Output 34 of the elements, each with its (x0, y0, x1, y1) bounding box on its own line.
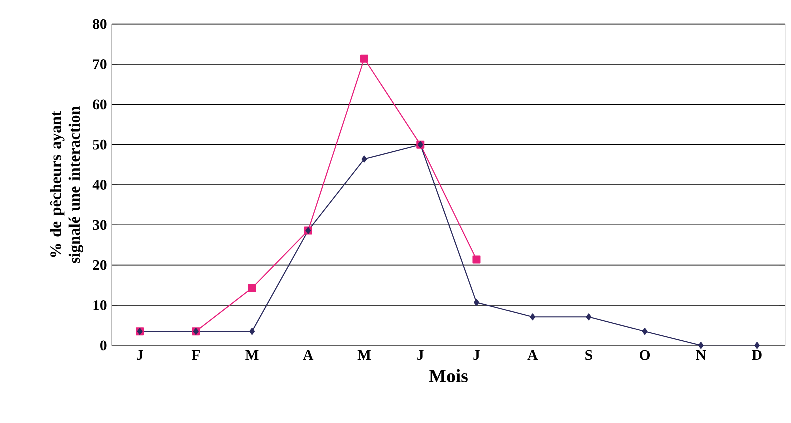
y-tick-label: 0 (100, 340, 107, 351)
x-tick-label: S (586, 350, 592, 360)
point (474, 299, 480, 306)
point (754, 342, 760, 350)
point (530, 314, 536, 321)
x-tick-label: M (246, 350, 259, 360)
y-tick-label: 50 (93, 140, 107, 150)
x-tick-label: N (696, 350, 706, 360)
point (586, 314, 592, 321)
y-tick-label: 70 (93, 60, 107, 70)
point (360, 54, 369, 63)
x-tick-label: J (474, 350, 480, 360)
point (250, 328, 256, 336)
y-tick-label: 40 (92, 180, 107, 190)
y-tick-label: 60 (93, 100, 107, 110)
x-axis-title: Mois (429, 369, 468, 383)
x-tick-label: J (418, 350, 424, 360)
point (642, 328, 648, 336)
x-tick-label: D (752, 350, 762, 360)
point (248, 284, 256, 292)
x-tick-label: A (528, 350, 538, 360)
x-tick-label: M (358, 350, 371, 360)
y-axis-title: % de pêcheurs ayant signalé une interaction (50, 106, 84, 264)
point (698, 342, 704, 350)
x-tick-label: F (192, 350, 200, 360)
point (362, 156, 368, 163)
x-tick-label: J (137, 350, 144, 360)
y-tick-label: 80 (93, 19, 107, 30)
x-tick-label: O (640, 350, 650, 360)
y-tick-label: 10 (94, 300, 107, 310)
point (472, 256, 481, 264)
y-tick-label: 30 (93, 220, 107, 230)
y-tick-label: 20 (93, 260, 107, 270)
x-tick-label: A (303, 350, 314, 360)
